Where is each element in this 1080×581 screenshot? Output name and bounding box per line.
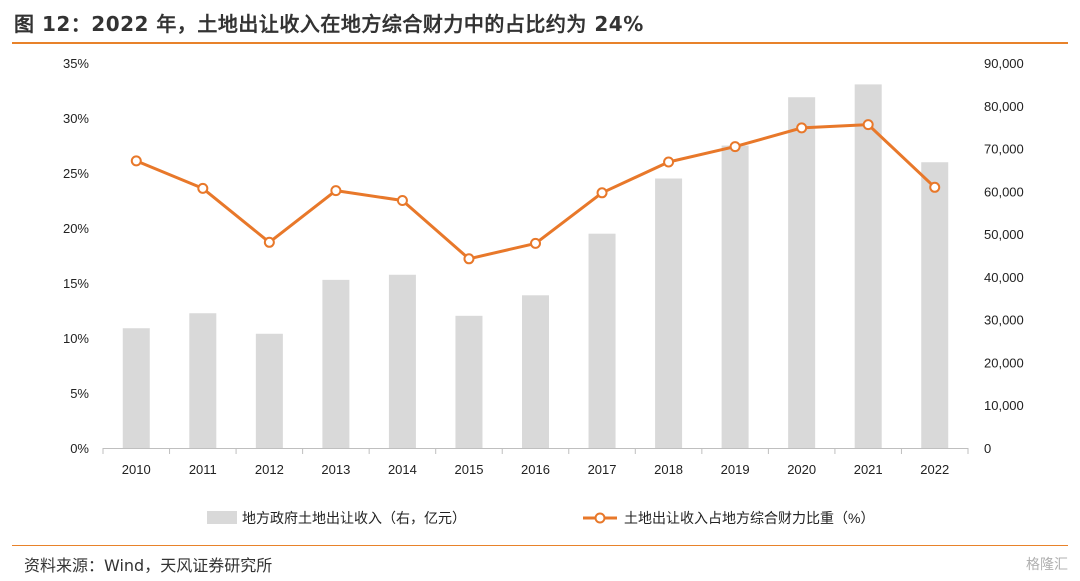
point-2013 [330,185,342,197]
point-2021 [862,119,874,131]
left-tick-label: 15% [63,276,89,291]
right-tick-label: 80,000 [984,99,1024,114]
watermark: 格隆汇 [1026,557,1068,573]
x-tick-label: 2020 [787,462,816,477]
legend-swatch-marker [594,512,606,524]
x-tick-label: 2018 [654,462,683,477]
x-tick-label: 2011 [189,462,217,477]
left-tick-label: 20% [63,221,89,236]
x-tick-label: 2012 [255,462,284,477]
footer-divider [12,545,1068,546]
right-tick-label: 40,000 [984,270,1024,285]
x-axis: 2010 2011 2012 2013 2014 2015 2016 2017 2018 2019… [102,448,969,477]
right-tick-label: 20,000 [984,355,1024,370]
left-tick-label: 10% [63,331,89,346]
bar-2012 [255,333,283,448]
title-divider [12,42,1068,44]
point-2019 [729,141,741,153]
x-tick-label: 2016 [521,462,550,477]
left-tick-label: 0% [70,441,89,456]
x-tick-label: 2022 [920,462,949,477]
bar-2018 [655,178,683,448]
left-tick-label: 5% [70,386,89,401]
legend-label-line: 土地出让收入占地方综合财力比重（%） [624,510,874,526]
point-2012 [263,236,275,248]
source-note: 资料来源：Wind，天风证券研究所 [24,556,273,575]
bar-2019 [721,145,749,449]
x-tick-label: 2021 [854,462,883,477]
x-tick-label: 2015 [455,462,484,477]
chart-title: 图 12：2022 年，土地出让收入在地方综合财力中的占比约为 24% [14,12,644,36]
left-tick-label: 25% [63,166,89,181]
right-y-axis: 0 10,000 20,000 30,000 40,000 50,000 60,000 70,… [984,56,1024,456]
right-tick-label: 10,000 [984,398,1024,413]
point-2016 [530,237,541,249]
bar-series [122,84,949,449]
bar-2017 [588,233,616,448]
point-2015 [463,253,475,265]
right-tick-label: 60,000 [984,184,1024,199]
left-tick-label: 35% [63,56,89,71]
x-tick-label: 2014 [388,462,417,477]
point-2017 [596,187,608,199]
bar-2011 [189,313,217,448]
bar-2010 [122,328,150,448]
bar-2016 [522,295,549,448]
point-2010 [130,155,142,167]
bar-2013 [322,279,350,448]
x-tick-label: 2017 [588,462,617,477]
right-tick-label: 0 [984,441,991,456]
right-tick-label: 30,000 [984,313,1024,328]
point-2014 [396,195,408,206]
right-tick-label: 90,000 [984,56,1024,71]
bar-2020 [788,97,816,448]
legend-swatch-bar [207,511,237,524]
point-2018 [663,156,675,168]
x-tick-label: 2013 [321,462,350,477]
bar-2022 [921,162,949,448]
x-tick-label: 2010 [122,462,151,477]
line-series [130,119,941,265]
point-2020 [796,122,808,134]
left-tick-label: 30% [63,111,89,126]
bar-2021 [854,84,882,448]
right-tick-label: 50,000 [984,227,1024,242]
combo-chart: 2010 2011 2012 2013 2014 2015 2016 2017 2018 2019… [63,56,1024,526]
bar-2014 [388,274,416,448]
legend-label-bar: 地方政府土地出让收入（右，亿元） [242,510,466,526]
bar-2015 [455,315,483,448]
point-2011 [197,182,209,194]
right-tick-label: 70,000 [984,142,1024,157]
left-y-axis: 0% 5% 10% 15% 20% 25% 30% 35% [63,56,89,456]
x-tick-label: 2019 [721,462,750,477]
legend: 地方政府土地出让收入（右，亿元） 土地出让收入占地方综合财力比重（%） [207,510,874,526]
point-2022 [929,181,941,193]
